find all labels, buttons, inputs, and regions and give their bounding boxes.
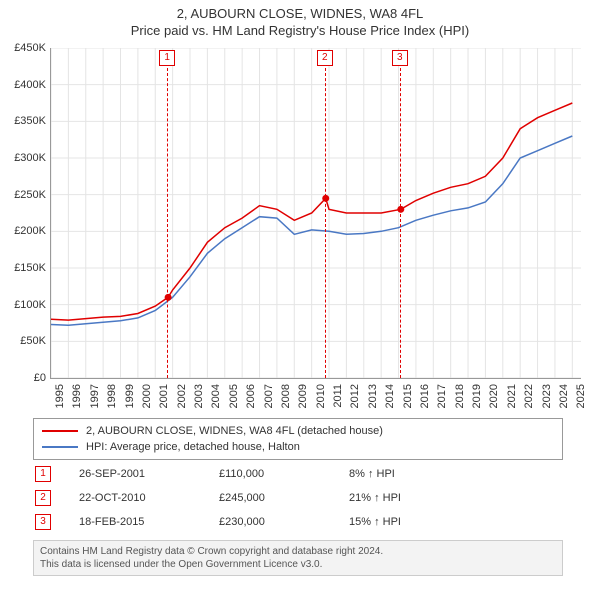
y-axis-label: £250K <box>14 189 46 201</box>
footer-attribution: Contains HM Land Registry data © Crown c… <box>33 540 563 576</box>
titles: 2, AUBOURN CLOSE, WIDNES, WA8 4FL Price … <box>0 0 600 38</box>
y-axis-label: £450K <box>14 42 46 54</box>
x-axis-label: 2020 <box>488 384 500 408</box>
x-axis-label: 2003 <box>193 384 205 408</box>
x-axis-label: 2002 <box>176 384 188 408</box>
x-axis-label: 2015 <box>402 384 414 408</box>
sale-marker-line <box>167 68 168 378</box>
sale-marker-line <box>325 68 326 378</box>
x-axis-label: 2017 <box>436 384 448 408</box>
footer-line1: Contains HM Land Registry data © Crown c… <box>40 545 556 558</box>
x-axis-label: 2025 <box>575 384 587 408</box>
x-axis-label: 2004 <box>210 384 222 408</box>
transaction-price: £230,000 <box>219 516 349 528</box>
chart-container: 2, AUBOURN CLOSE, WIDNES, WA8 4FL Price … <box>0 0 600 590</box>
line-chart <box>50 48 581 379</box>
transaction-hpi: 8% ↑ HPI <box>349 468 479 480</box>
transaction-badge: 3 <box>35 514 51 530</box>
x-axis-label: 2000 <box>141 384 153 408</box>
x-axis-label: 2005 <box>228 384 240 408</box>
x-axis-label: 2019 <box>471 384 483 408</box>
transaction-price: £245,000 <box>219 492 349 504</box>
transaction-hpi: 15% ↑ HPI <box>349 516 479 528</box>
transaction-badge: 1 <box>35 466 51 482</box>
y-axis-label: £0 <box>34 372 46 384</box>
transaction-price: £110,000 <box>219 468 349 480</box>
transaction-row: 1 26-SEP-2001£110,0008% ↑ HPI <box>33 462 563 486</box>
y-axis-label: £150K <box>14 262 46 274</box>
x-axis-label: 2013 <box>367 384 379 408</box>
y-axis-label: £350K <box>14 115 46 127</box>
sale-marker-line <box>400 68 401 378</box>
transaction-row: 2 22-OCT-2010£245,00021% ↑ HPI <box>33 486 563 510</box>
title-main: 2, AUBOURN CLOSE, WIDNES, WA8 4FL <box>0 6 600 21</box>
transactions-table: 1 26-SEP-2001£110,0008% ↑ HPI 2 22-OCT-2010… <box>33 462 563 534</box>
y-axis-label: £300K <box>14 152 46 164</box>
transaction-row: 3 18-FEB-2015£230,00015% ↑ HPI <box>33 510 563 534</box>
x-axis-label: 2009 <box>297 384 309 408</box>
x-axis-label: 2023 <box>541 384 553 408</box>
x-axis-label: 2010 <box>315 384 327 408</box>
y-axis-label: £50K <box>20 335 46 347</box>
x-axis-label: 1995 <box>54 384 66 408</box>
x-axis-label: 2006 <box>245 384 257 408</box>
x-axis-label: 2018 <box>454 384 466 408</box>
x-axis-label: 2014 <box>384 384 396 408</box>
x-axis-label: 2016 <box>419 384 431 408</box>
legend-label: 2, AUBOURN CLOSE, WIDNES, WA8 4FL (detac… <box>86 425 383 437</box>
sale-marker-badge: 3 <box>392 50 408 66</box>
x-axis-label: 2021 <box>506 384 518 408</box>
sale-marker-badge: 2 <box>317 50 333 66</box>
x-axis-label: 2012 <box>349 384 361 408</box>
x-axis-label: 1997 <box>89 384 101 408</box>
y-axis-label: £200K <box>14 225 46 237</box>
x-axis-label: 1999 <box>124 384 136 408</box>
x-axis-label: 2011 <box>332 384 344 408</box>
legend-label: HPI: Average price, detached house, Halt… <box>86 441 300 453</box>
x-axis-label: 1996 <box>71 384 83 408</box>
x-axis-label: 2024 <box>558 384 570 408</box>
legend-swatch <box>42 430 78 432</box>
y-axis-label: £400K <box>14 79 46 91</box>
x-axis-label: 2022 <box>523 384 535 408</box>
legend: 2, AUBOURN CLOSE, WIDNES, WA8 4FL (detac… <box>33 418 563 460</box>
title-sub: Price paid vs. HM Land Registry's House … <box>0 23 600 38</box>
transaction-hpi: 21% ↑ HPI <box>349 492 479 504</box>
x-axis-label: 1998 <box>106 384 118 408</box>
transaction-date: 18-FEB-2015 <box>79 516 219 528</box>
chart-area: £0£50K£100K£150K£200K£250K£300K£350K£400… <box>50 48 580 378</box>
legend-item: 2, AUBOURN CLOSE, WIDNES, WA8 4FL (detac… <box>42 423 554 439</box>
legend-item: HPI: Average price, detached house, Halt… <box>42 439 554 455</box>
x-axis-label: 2001 <box>158 384 170 408</box>
transaction-badge: 2 <box>35 490 51 506</box>
legend-swatch <box>42 446 78 448</box>
y-axis-label: £100K <box>14 299 46 311</box>
transaction-date: 26-SEP-2001 <box>79 468 219 480</box>
transaction-date: 22-OCT-2010 <box>79 492 219 504</box>
x-axis-label: 2007 <box>263 384 275 408</box>
footer-line2: This data is licensed under the Open Gov… <box>40 558 556 571</box>
x-axis-label: 2008 <box>280 384 292 408</box>
sale-marker-badge: 1 <box>159 50 175 66</box>
